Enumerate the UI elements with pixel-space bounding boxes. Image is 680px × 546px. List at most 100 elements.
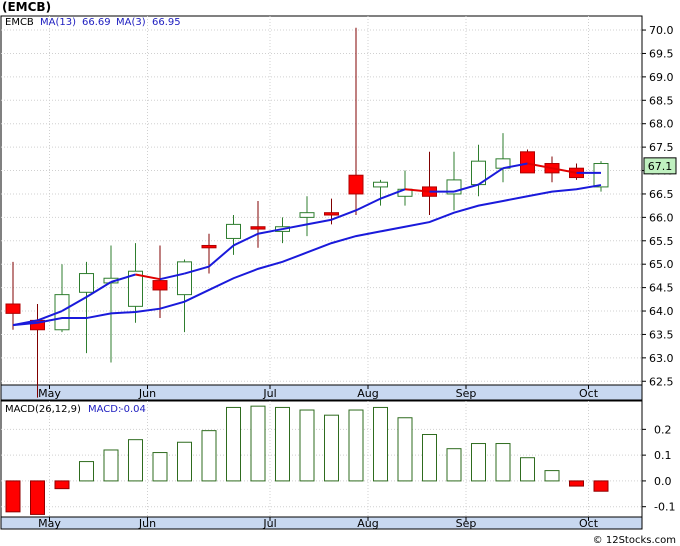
ma13-line	[12, 184, 602, 327]
ma3-segment	[159, 272, 185, 281]
y-tick-label: -0.1	[654, 501, 675, 514]
y-tick-label: 69.5	[649, 47, 674, 60]
macd-bar	[275, 406, 290, 482]
last-price-box	[643, 157, 677, 175]
macd-bar	[30, 480, 45, 515]
candle-body	[5, 303, 21, 314]
ma3-segment	[257, 228, 283, 235]
y-tick-label: 70.0	[649, 24, 674, 37]
macd-legend-value: -0.04	[120, 404, 146, 415]
macd-bar	[569, 480, 584, 487]
macd-bar	[128, 439, 143, 482]
ma3-segment	[527, 162, 553, 170]
macd-bar	[226, 406, 241, 482]
y-tick-label: 67.5	[649, 141, 674, 154]
y-tick-label: 64.5	[649, 282, 674, 295]
macd-bar	[152, 452, 168, 482]
ma3-segment	[355, 197, 381, 212]
macd-bar	[103, 449, 119, 482]
last-price-label: 67.1	[648, 160, 673, 173]
x-tick-label: Jul	[262, 517, 276, 530]
macd-bar	[324, 414, 339, 482]
macd-bar	[54, 480, 70, 490]
macd-bar	[299, 409, 315, 482]
macd-bar	[446, 448, 462, 482]
x-tick-label: Sep	[456, 517, 477, 530]
x-tick-label: Aug	[357, 387, 378, 400]
ma3-segment	[380, 188, 406, 200]
price-panel	[0, 15, 643, 401]
macd-bar	[250, 405, 266, 482]
macd-bar	[177, 441, 192, 482]
macd-bar	[348, 409, 364, 482]
y-tick-label: 68.5	[649, 94, 674, 107]
ma3-segment	[453, 183, 479, 193]
candle-body	[152, 280, 168, 291]
candle-body	[593, 163, 609, 188]
candle-body	[250, 226, 266, 230]
candle-body	[128, 270, 143, 307]
watermark: © 12Stocks.com	[592, 535, 676, 546]
chart-title: (EMCB)	[2, 0, 52, 14]
ma3-segment	[306, 218, 332, 226]
legend-ma3-label: MA(3)	[116, 17, 146, 28]
ma3-segment	[331, 209, 357, 221]
candle-body	[299, 212, 315, 218]
y-tick-label: 65.5	[649, 235, 674, 248]
macd-bar	[5, 480, 21, 513]
candle-body	[324, 212, 339, 216]
macd-bar	[471, 443, 486, 482]
ma3-segment	[12, 319, 38, 327]
y-tick-label: 62.5	[649, 375, 674, 388]
candle-body	[177, 261, 192, 296]
macd-legend-value-label: MACD:	[88, 404, 121, 415]
legend-ma3-value: 66.95	[152, 17, 181, 28]
ma3-segment	[233, 232, 259, 247]
ma3-segment	[551, 167, 577, 174]
y-tick-label: 69.0	[649, 71, 674, 84]
x-tick-label: Jun	[138, 517, 156, 530]
ma3-segment	[404, 188, 430, 193]
x-axis-band	[0, 384, 643, 401]
ma3-segment	[208, 244, 235, 268]
y-tick-label: 63.0	[649, 352, 674, 365]
macd-bar	[422, 434, 437, 482]
macd-bar	[397, 417, 413, 482]
y-tick-label: 0.1	[654, 449, 672, 462]
x-tick-label: Jun	[138, 387, 156, 400]
ma3-segment	[135, 273, 161, 281]
y-tick-label: 66.0	[649, 211, 674, 224]
macd-bar	[520, 457, 535, 482]
ma3-segment	[85, 281, 112, 298]
y-tick-label: 64.0	[649, 305, 674, 318]
ma3-segment	[502, 162, 528, 170]
x-tick-label: May	[38, 517, 61, 530]
y-tick-label: 68.0	[649, 118, 674, 131]
legend-ma13-value: 66.69	[82, 17, 111, 28]
candle-body	[79, 273, 94, 293]
macd-bar	[544, 470, 560, 482]
x-axis-band	[0, 516, 643, 530]
candle-body	[348, 174, 364, 195]
legend-ma13-label: MA(13)	[40, 17, 76, 28]
x-tick-label: Oct	[579, 387, 599, 400]
ma3-segment	[37, 310, 63, 322]
ma3-segment	[61, 296, 87, 312]
x-tick-label: Oct	[579, 517, 599, 530]
y-tick-label: 63.5	[649, 328, 674, 341]
legend-symbol: EMCB	[5, 17, 34, 28]
ma3-segment	[282, 223, 308, 231]
ma3-segment	[477, 167, 504, 186]
macd-bar	[79, 461, 94, 482]
x-tick-label: Aug	[357, 517, 378, 530]
y-tick-label: 0.0	[654, 475, 672, 488]
y-tick-label: 65.0	[649, 258, 674, 271]
macd-legend-label: MACD(26,12,9)	[5, 404, 81, 415]
macd-bar	[373, 406, 388, 482]
macd-panel	[0, 400, 643, 518]
y-tick-label: 0.2	[654, 423, 672, 436]
ma3-segment	[184, 265, 210, 275]
macd-bar	[201, 430, 217, 482]
y-tick-label: 66.5	[649, 188, 674, 201]
